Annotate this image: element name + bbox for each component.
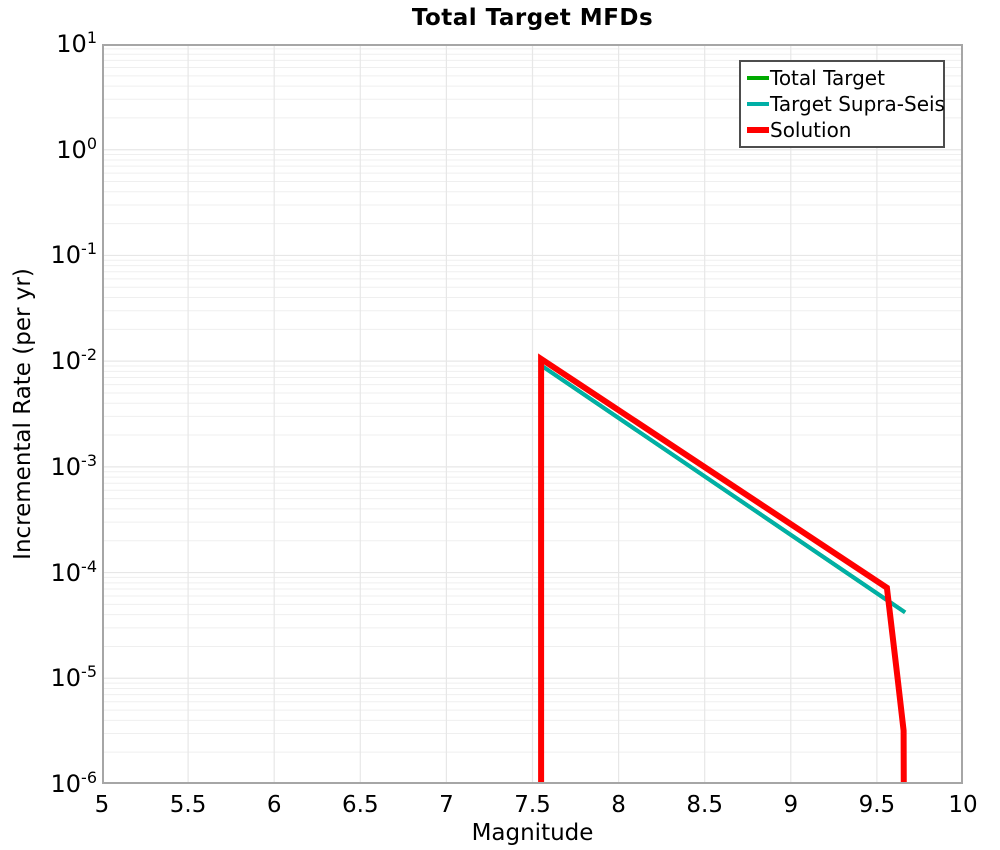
chart-title: Total Target MFDs [411,5,654,31]
y-tick-label-1e0: 100 [56,133,97,164]
x-tick-label-7: 7 [439,792,454,818]
legend-item-total-target: Total Target [747,67,941,89]
x-tick-label-7.5: 7.5 [514,792,551,818]
x-axis-label: Magnitude [471,820,594,846]
x-tick-label-8.5: 8.5 [686,792,723,818]
x-tick-label-10: 10 [948,792,978,818]
series-line-solution [538,353,907,784]
y-tick-label-1e-5: 10-5 [50,662,98,693]
x-tick-label-9: 9 [783,792,799,818]
plot-canvas [102,44,963,784]
y-tick-label-1e-6: 10-6 [50,768,98,799]
x-tick-label-5.5: 5.5 [169,792,207,818]
legend-item-label: Total Target [770,66,885,90]
legend-item-solution: Solution [747,119,941,141]
legend-item-label: Target Supra-Seis [770,92,945,116]
x-tick-label-8: 8 [611,792,626,818]
y-tick-label-1e-3: 10-3 [50,450,98,481]
legend-item-label: Solution [770,118,852,142]
legend-line-swatch-icon [747,76,769,80]
legend: Total Target Target Supra-Seis Solution [739,60,945,148]
legend-line-swatch-icon [747,102,769,106]
legend-line-swatch-icon [747,127,769,133]
legend-item-target-supra-seis: Target Supra-Seis [747,93,945,115]
y-tick-label-1e-4: 10-4 [50,556,98,587]
y-tick-label-1e1: 101 [56,28,97,59]
x-tick-label-9.5: 9.5 [858,792,896,818]
y-tick-label-1e-2: 10-2 [50,345,98,376]
x-tick-label-6: 6 [266,792,282,818]
x-tick-label-5: 5 [94,792,110,818]
y-tick-label-1e-1: 10-1 [50,239,98,270]
series-line-target-supra-seis [540,364,907,615]
x-tick-label-6.5: 6.5 [342,792,379,818]
